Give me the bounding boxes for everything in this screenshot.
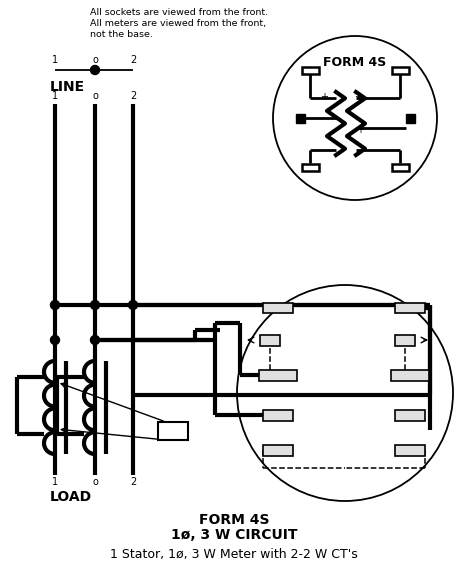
Text: not the base.: not the base. [90, 30, 153, 39]
Text: o: o [92, 477, 98, 487]
Bar [301, 163, 319, 171]
Text: LOAD: LOAD [50, 490, 92, 504]
Bar [295, 114, 305, 122]
Bar [259, 370, 297, 380]
Bar [158, 422, 188, 440]
Text: +: + [354, 92, 362, 102]
Bar [395, 445, 425, 455]
Text: 2: 2 [130, 477, 136, 487]
Bar [405, 114, 415, 122]
Text: FORM 4S: FORM 4S [199, 513, 269, 527]
Circle shape [51, 301, 59, 309]
Text: +: + [356, 125, 364, 135]
Text: 1: 1 [52, 91, 58, 101]
Text: FORM 4S: FORM 4S [323, 56, 387, 70]
Bar [260, 335, 280, 346]
Text: +: + [320, 92, 328, 102]
Bar [263, 445, 293, 455]
Text: 2: 2 [130, 91, 136, 101]
Bar [263, 410, 293, 421]
Text: 1: 1 [52, 55, 58, 65]
Bar [395, 410, 425, 421]
Bar [263, 303, 293, 313]
Circle shape [129, 301, 138, 309]
Circle shape [90, 301, 100, 309]
Bar [395, 303, 425, 313]
Text: 1 Stator, 1ø, 3 W Meter with 2-2 W CT's: 1 Stator, 1ø, 3 W Meter with 2-2 W CT's [110, 548, 358, 561]
Text: o: o [92, 91, 98, 101]
Circle shape [51, 336, 59, 345]
Bar [392, 163, 409, 171]
Text: o: o [92, 55, 98, 65]
Text: All sockets are viewed from the front.: All sockets are viewed from the front. [90, 8, 268, 17]
Bar [391, 370, 429, 380]
Text: X1: X1 [165, 426, 181, 436]
Text: All meters are viewed from the front,: All meters are viewed from the front, [90, 19, 266, 28]
Text: 1ø, 3 W CIRCUIT: 1ø, 3 W CIRCUIT [171, 528, 297, 542]
Bar [395, 335, 415, 346]
Bar [392, 66, 409, 73]
Text: 2: 2 [130, 55, 136, 65]
Circle shape [90, 336, 100, 345]
Bar [301, 66, 319, 73]
Text: 1: 1 [52, 477, 58, 487]
Circle shape [90, 66, 100, 74]
Text: LINE: LINE [50, 80, 85, 94]
